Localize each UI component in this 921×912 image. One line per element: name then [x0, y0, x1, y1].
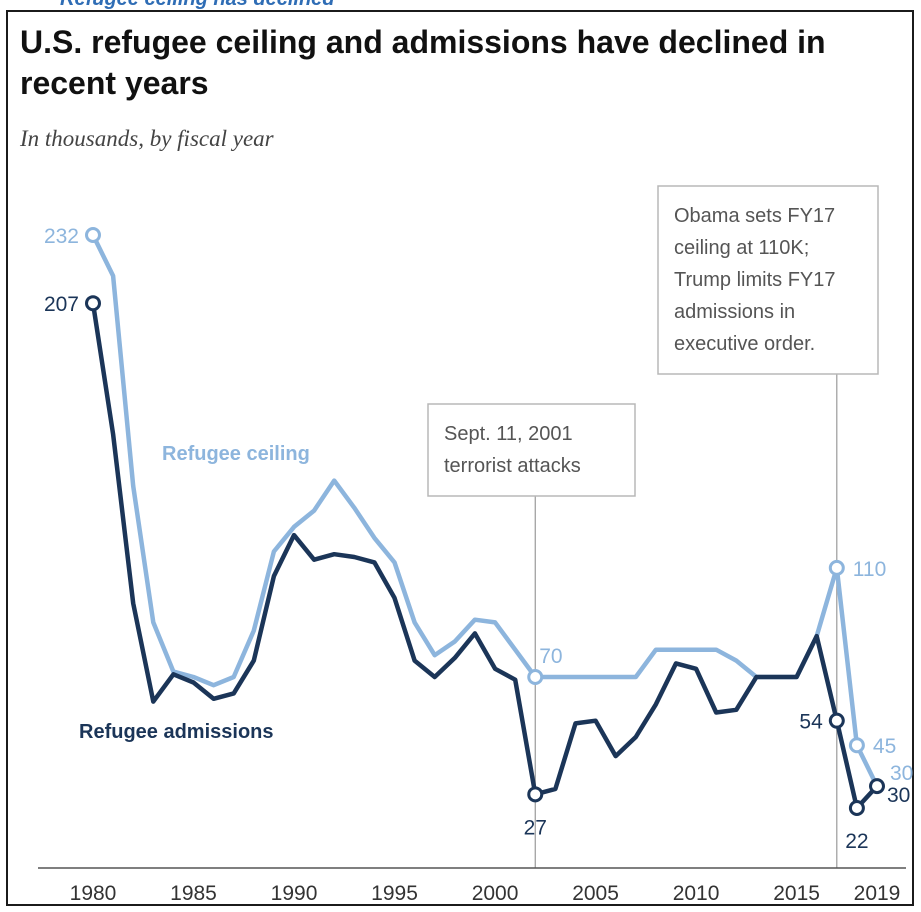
annotation-text: Obama sets FY17	[674, 205, 835, 227]
chart-title: U.S. refugee ceiling and admissions have…	[20, 24, 826, 101]
annotation-text: executive order.	[674, 333, 815, 355]
admissions-value-label: 27	[524, 816, 547, 839]
admissions-marker	[869, 778, 885, 795]
admissions-marker	[85, 295, 101, 312]
x-tick-label: 2005	[572, 882, 619, 905]
admissions-marker	[527, 786, 544, 803]
x-tick-label: 1990	[271, 882, 318, 905]
ceiling-marker	[527, 669, 544, 686]
chart-subtitle: In thousands, by fiscal year	[20, 126, 274, 151]
admissions-line	[90, 300, 880, 811]
ceiling-series-label: Refugee ceiling	[162, 443, 310, 465]
annotation-text: terrorist attacks	[444, 455, 581, 477]
annotation-box	[657, 185, 879, 375]
ceiling-value-label: 110	[853, 558, 886, 581]
annotation-text: admissions in	[674, 301, 795, 323]
admissions-marker	[828, 712, 845, 729]
admissions-value-label: 30	[887, 784, 910, 807]
x-tick-label: 1985	[170, 882, 217, 905]
annotation-box	[427, 403, 636, 497]
x-tick-label: 2010	[673, 882, 720, 905]
ceiling-value-label: 70	[539, 645, 562, 668]
admissions-series-label: Refugee admissions	[79, 721, 274, 743]
annotation-text: ceiling at 110K;	[674, 237, 809, 259]
ceiling-marker	[828, 559, 845, 576]
x-tick-label: 2000	[472, 882, 519, 905]
ceiling-value-label: 232	[44, 225, 79, 248]
x-tick-label: 1995	[371, 882, 418, 905]
ceiling-value-label: 30	[890, 762, 913, 785]
cropped-header-strip: Refugee ceiling has declined	[0, 0, 921, 9]
annotation-text: Sept. 11, 2001	[444, 423, 573, 445]
x-tick-label: 1980	[70, 882, 117, 905]
admissions-marker	[848, 799, 865, 816]
cropped-header-text: Refugee ceiling has declined	[60, 0, 335, 9]
ceiling-marker	[85, 227, 101, 243]
admissions-value-label: 54	[799, 711, 823, 734]
ceiling-marker	[848, 737, 865, 754]
annotation-text: Trump limits FY17	[674, 269, 836, 291]
ceiling-line	[90, 232, 880, 789]
x-tick-label: 2019	[854, 882, 901, 905]
admissions-value-label: 22	[845, 830, 868, 853]
ceiling-value-label: 45	[873, 735, 896, 758]
x-tick-label: 2015	[773, 882, 820, 905]
admissions-value-label: 207	[44, 293, 79, 316]
